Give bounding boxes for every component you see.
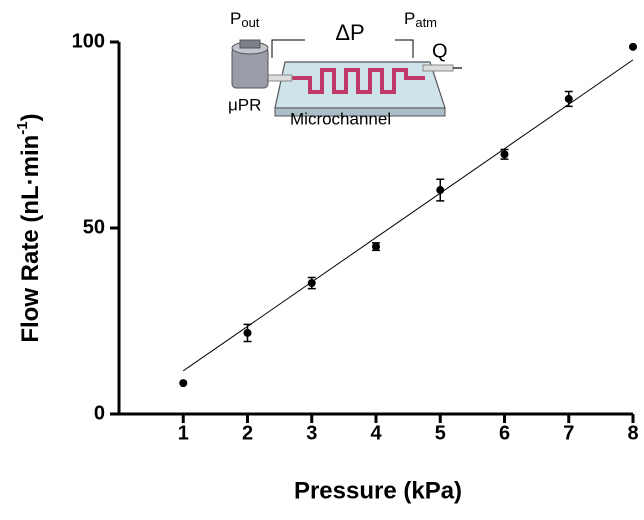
point — [372, 242, 380, 251]
p-out: Pout — [230, 9, 260, 30]
fit-line — [182, 59, 634, 372]
x-tick-label: 3 — [306, 422, 317, 444]
x-tick-label: 1 — [178, 422, 189, 444]
x-tick-label: 7 — [563, 422, 574, 444]
y-tick-label: 50 — [83, 216, 105, 238]
channel — [290, 68, 425, 94]
point — [629, 42, 637, 51]
x-tick-label: 6 — [499, 422, 510, 444]
q-label: Q — [432, 40, 448, 62]
point — [179, 379, 188, 388]
x-tick-label: 2 — [242, 422, 253, 444]
bracket-right — [395, 39, 414, 58]
y-tick-label: 0 — [94, 402, 105, 424]
delta-p: ΔP — [335, 20, 364, 45]
x-tick-label: 5 — [435, 422, 446, 444]
y-axis-label: Flow Rate (nL·min-1) — [14, 113, 44, 342]
pump-label: μPR — [228, 95, 261, 114]
point — [243, 328, 252, 337]
point — [564, 94, 573, 103]
y-label-sup: -1 — [14, 121, 31, 134]
tube-out — [422, 64, 454, 72]
p-atm-sub: atm — [415, 15, 437, 30]
bracket-left — [271, 39, 305, 58]
chip-edge — [274, 107, 446, 117]
point — [500, 150, 509, 159]
p-atm: Patm — [404, 9, 437, 30]
pump-cap — [239, 39, 261, 49]
point — [436, 186, 445, 195]
channel-label: Microchannel — [290, 109, 391, 128]
x-tick-label: 8 — [627, 422, 638, 444]
y-tick-label: 100 — [72, 30, 105, 52]
inset: Pout ΔP Patm Q μPR Microchannel — [228, 9, 462, 128]
p-out-sub: out — [241, 15, 259, 30]
p-out-main: P — [230, 9, 241, 28]
x-tick-label: 4 — [370, 422, 382, 444]
y-label-main: Flow Rate (nL·min — [17, 135, 44, 343]
point — [307, 279, 316, 288]
y-label-end: ) — [17, 113, 44, 121]
p-atm-main: P — [404, 9, 415, 28]
x-axis-label: Pressure (kPa) — [294, 477, 462, 504]
